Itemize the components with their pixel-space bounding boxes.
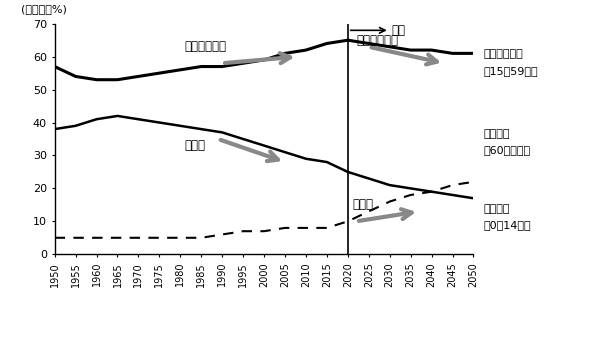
Text: 少子化: 少子化 (185, 139, 205, 152)
Text: （15－59歳）: （15－59歳） (484, 66, 538, 76)
Text: （0－14歋）: （0－14歋） (484, 220, 532, 230)
Text: 人口ボーナス: 人口ボーナス (185, 40, 226, 53)
Text: 予測: 予測 (392, 24, 406, 37)
Text: 年少人口: 年少人口 (484, 204, 510, 214)
Text: （60歳以上）: （60歳以上） (484, 145, 531, 155)
Text: (シェア、%): (シェア、%) (21, 4, 67, 15)
Text: 高齢化: 高齢化 (352, 198, 373, 211)
Text: 人口オーナス: 人口オーナス (356, 34, 398, 47)
Text: 生産年齢人口: 生産年齢人口 (484, 49, 524, 59)
Text: 老年人口: 老年人口 (484, 129, 510, 139)
